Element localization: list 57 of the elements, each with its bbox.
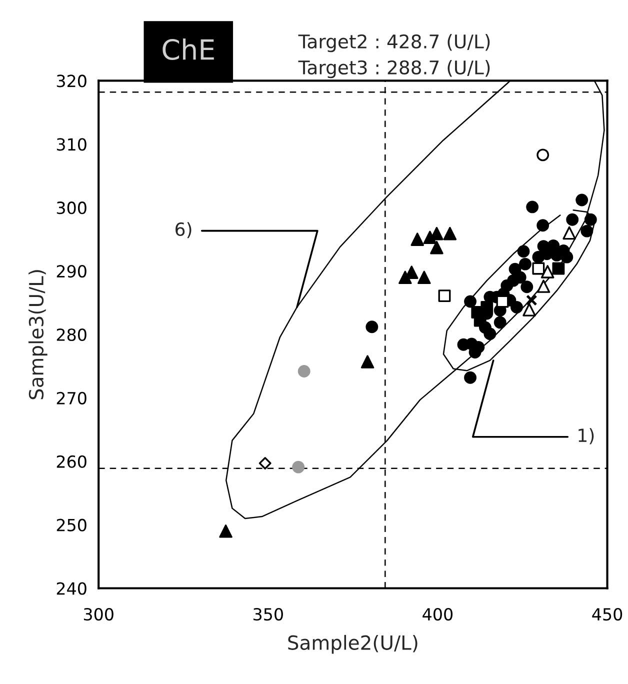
point xyxy=(298,365,310,378)
point xyxy=(540,265,554,278)
point xyxy=(464,295,476,308)
point xyxy=(494,316,506,329)
annotation: 1) xyxy=(578,428,594,444)
x-tick-label: 350 xyxy=(254,608,283,621)
point xyxy=(576,194,588,206)
point xyxy=(484,328,496,340)
point xyxy=(584,213,597,226)
point xyxy=(464,371,476,384)
point xyxy=(580,224,594,238)
point xyxy=(366,320,378,334)
y-tick-label: 260 xyxy=(56,455,86,468)
y-tick-label: 250 xyxy=(56,518,86,532)
x-tick-label: 450 xyxy=(592,608,622,621)
point xyxy=(518,258,532,270)
point xyxy=(536,219,550,232)
point xyxy=(430,226,444,240)
point xyxy=(360,355,374,368)
y-tick-label: 300 xyxy=(56,202,86,214)
point xyxy=(526,294,538,306)
point xyxy=(430,240,444,254)
point xyxy=(536,148,550,162)
point xyxy=(566,213,579,226)
annotation: 6) xyxy=(176,222,192,238)
point xyxy=(410,232,424,246)
x-tick-label: 400 xyxy=(422,608,453,621)
point xyxy=(517,245,530,258)
y-tick-label: 280 xyxy=(56,328,86,342)
point xyxy=(398,270,412,284)
point xyxy=(522,303,536,316)
y-tick-label: 270 xyxy=(56,392,86,404)
point xyxy=(520,280,534,294)
point xyxy=(510,300,523,314)
point xyxy=(560,250,574,264)
point xyxy=(536,280,550,293)
y-tick-label: 310 xyxy=(56,138,86,151)
point xyxy=(532,262,545,275)
point xyxy=(443,226,457,240)
x-axis-title: Sample2(U/L) xyxy=(288,634,418,654)
point xyxy=(562,226,576,240)
point xyxy=(550,248,563,262)
point xyxy=(418,270,431,284)
point xyxy=(292,460,305,474)
point xyxy=(258,457,272,470)
x-tick-label: 300 xyxy=(84,608,114,621)
point xyxy=(480,300,494,314)
chart-subtitle: Target2 : 428.7 (U/L) Target3 : 288.7 (U/L) xyxy=(298,34,490,78)
y-tick-label: 320 xyxy=(56,74,86,88)
chart-title: ChE xyxy=(162,38,214,60)
y-tick-label: 290 xyxy=(56,264,86,278)
point xyxy=(219,524,232,538)
point xyxy=(438,290,451,302)
point xyxy=(552,262,565,275)
point xyxy=(526,200,539,214)
y-axis-title: Sample3(U/L) xyxy=(28,270,48,400)
y-tick-label: 240 xyxy=(56,582,86,595)
